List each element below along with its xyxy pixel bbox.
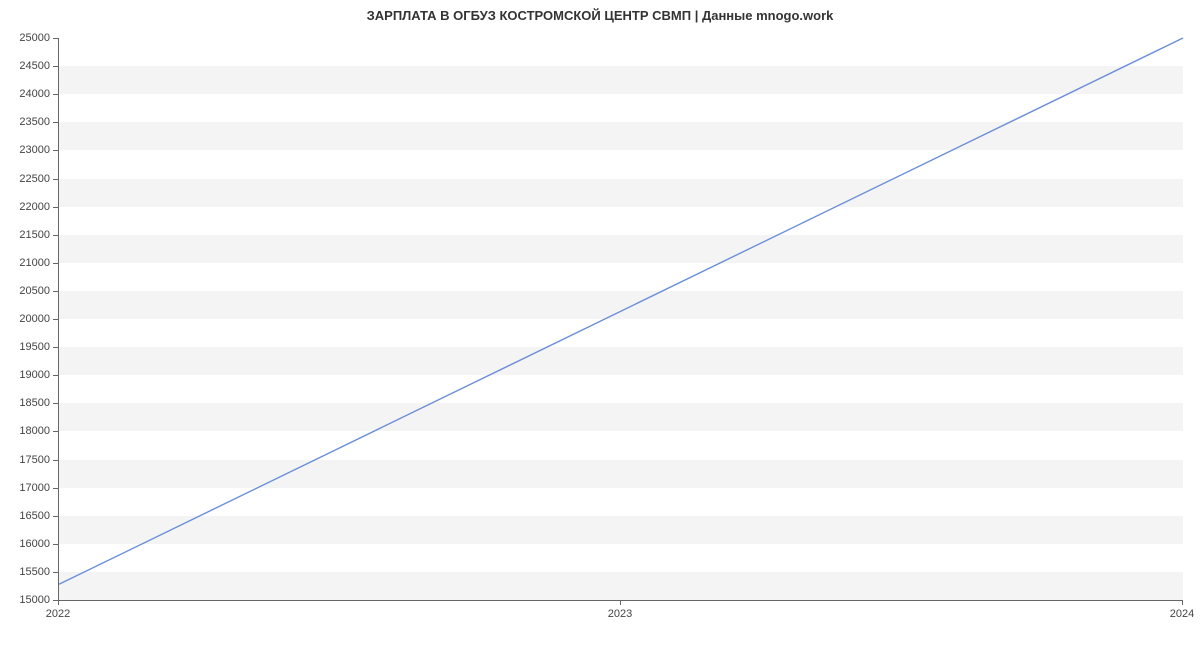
y-tick-label: 23000 [10, 144, 50, 156]
y-tick-label: 18000 [10, 425, 50, 437]
y-tick-label: 22500 [10, 173, 50, 185]
series-line [59, 38, 1183, 584]
y-tick-label: 19500 [10, 341, 50, 353]
x-tick-mark [1182, 600, 1183, 605]
y-tick-mark [53, 122, 58, 123]
y-tick-mark [53, 403, 58, 404]
y-tick-mark [53, 572, 58, 573]
y-tick-mark [53, 263, 58, 264]
y-tick-label: 17500 [10, 454, 50, 466]
y-tick-label: 15000 [10, 594, 50, 606]
chart-title: ЗАРПЛАТА В ОГБУЗ КОСТРОМСКОЙ ЦЕНТР СВМП … [0, 8, 1200, 23]
y-tick-label: 19000 [10, 369, 50, 381]
y-tick-mark [53, 235, 58, 236]
y-tick-mark [53, 207, 58, 208]
y-tick-label: 23500 [10, 116, 50, 128]
line-layer [59, 38, 1183, 600]
y-tick-mark [53, 460, 58, 461]
y-tick-mark [53, 488, 58, 489]
x-tick-label: 2023 [608, 608, 632, 620]
x-tick-mark [620, 600, 621, 605]
x-tick-label: 2024 [1170, 608, 1194, 620]
x-tick-mark [58, 600, 59, 605]
y-tick-mark [53, 179, 58, 180]
y-tick-label: 17000 [10, 482, 50, 494]
y-tick-label: 22000 [10, 201, 50, 213]
y-tick-label: 21500 [10, 229, 50, 241]
y-tick-mark [53, 516, 58, 517]
y-tick-label: 25000 [10, 32, 50, 44]
y-tick-mark [53, 347, 58, 348]
y-tick-label: 15500 [10, 566, 50, 578]
y-tick-mark [53, 94, 58, 95]
y-tick-label: 16500 [10, 510, 50, 522]
y-tick-label: 18500 [10, 397, 50, 409]
y-tick-label: 24000 [10, 88, 50, 100]
x-tick-label: 2022 [46, 608, 70, 620]
y-tick-mark [53, 291, 58, 292]
y-tick-mark [53, 66, 58, 67]
y-tick-mark [53, 375, 58, 376]
y-tick-label: 21000 [10, 257, 50, 269]
y-tick-mark [53, 150, 58, 151]
y-tick-mark [53, 431, 58, 432]
y-tick-mark [53, 319, 58, 320]
y-tick-label: 16000 [10, 538, 50, 550]
y-tick-label: 20500 [10, 285, 50, 297]
y-tick-label: 24500 [10, 60, 50, 72]
y-tick-label: 20000 [10, 313, 50, 325]
chart-container: ЗАРПЛАТА В ОГБУЗ КОСТРОМСКОЙ ЦЕНТР СВМП … [0, 0, 1200, 650]
y-tick-mark [53, 544, 58, 545]
plot-area [58, 38, 1183, 601]
y-tick-mark [53, 38, 58, 39]
